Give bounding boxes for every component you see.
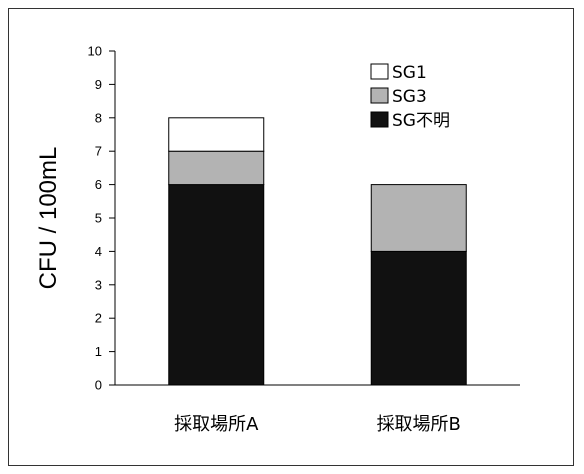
y-tick-label: 9 [95, 77, 102, 92]
y-tick-label: 10 [88, 44, 102, 59]
legend-swatch [370, 87, 389, 104]
legend-label: SG1 [392, 63, 427, 83]
x-category-label: 採取場所A [174, 414, 259, 435]
legend-label: SG不明 [392, 111, 450, 131]
bar-segment [168, 150, 265, 186]
legend-label: SG3 [392, 87, 427, 107]
y-tick-label: 0 [95, 378, 102, 393]
x-category-label: 採取場所B [377, 414, 461, 435]
legend: SG1 SG3 SG不明 [370, 63, 450, 131]
legend-swatch [370, 111, 389, 128]
y-axis-label: CFU / 100mL [35, 147, 62, 290]
y-tick-label: 1 [95, 344, 102, 359]
y-tick-label: 8 [95, 110, 102, 125]
legend-swatch [370, 63, 389, 80]
bar-segment [168, 184, 265, 386]
bar-segment [370, 184, 467, 252]
y-tick-label: 4 [95, 244, 102, 259]
bar-segment [168, 117, 265, 152]
plot-area: 0 1 2 3 4 5 6 7 8 9 10 採取場所A 採取場所B [88, 44, 520, 435]
chart-frame [8, 8, 574, 466]
y-tick-label: 3 [95, 277, 102, 292]
bar-segment [370, 250, 467, 386]
y-tick-label: 5 [95, 211, 102, 226]
y-tick-label: 2 [95, 311, 102, 326]
y-tick-label: 6 [95, 177, 102, 192]
y-tick-label: 7 [95, 144, 102, 159]
